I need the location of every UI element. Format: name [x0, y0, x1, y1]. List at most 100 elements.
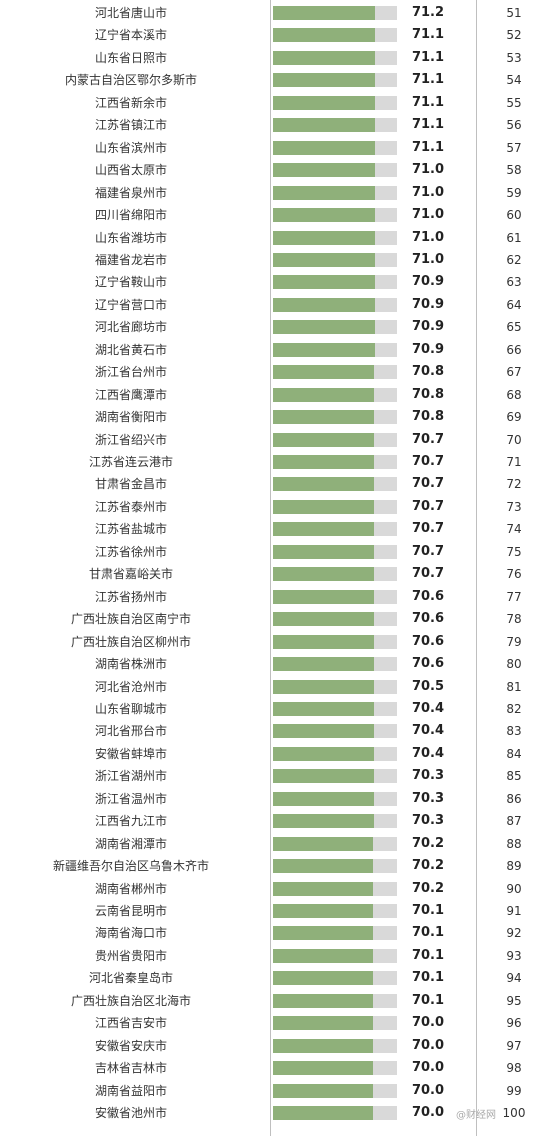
rank-label: 73: [506, 499, 522, 514]
bar-value-label: 70.0: [411, 1105, 445, 1121]
bar-track: [273, 1083, 397, 1098]
bar: [273, 50, 375, 65]
rank-label: 76: [506, 567, 522, 582]
bar-remainder: [373, 948, 397, 963]
bar-track: [273, 948, 397, 963]
bar-track: [273, 926, 397, 941]
rank-label: 65: [506, 320, 522, 335]
city-label: 河北省沧州市: [94, 679, 167, 694]
bar-value-label: 70.6: [411, 633, 445, 649]
bar-track: [273, 140, 397, 155]
bar: [273, 365, 375, 380]
bar: [273, 499, 375, 514]
city-label: 河北省邢台市: [94, 724, 167, 739]
bar: [273, 724, 374, 739]
rank-label: 90: [506, 881, 522, 896]
bar-track: [273, 993, 397, 1008]
bar-value-label: 70.8: [411, 364, 445, 380]
bar-track: [273, 118, 397, 133]
rank-label: 72: [506, 477, 522, 492]
bar-track: [273, 252, 397, 267]
rank-label: 56: [506, 118, 522, 133]
bar-track: [273, 769, 397, 784]
city-label: 云南省昆明市: [94, 904, 167, 918]
bar-value-label: 70.5: [411, 678, 445, 694]
bar-remainder: [374, 185, 397, 200]
city-label: 山东省日照市: [94, 50, 167, 65]
city-label: 浙江省温州市: [94, 791, 167, 806]
bar: [273, 230, 375, 245]
bar: [273, 1016, 373, 1031]
bar-track: [273, 230, 397, 245]
bar: [273, 544, 375, 559]
city-label: 辽宁省鞍山市: [94, 275, 167, 290]
rank-label: 100: [502, 1106, 526, 1121]
bar-value-label: 71.1: [411, 139, 445, 155]
bar-track: [273, 814, 397, 829]
rank-label: 52: [506, 28, 522, 43]
bar-value-label: 70.0: [411, 1015, 445, 1031]
bar: [273, 252, 375, 267]
rank-label: 84: [506, 746, 522, 761]
bar-track: [273, 455, 397, 469]
rank-label: 69: [506, 410, 522, 425]
bar-track: [273, 522, 397, 537]
city-label: 江西省鹰潭市: [94, 387, 167, 402]
bar-value-label: 70.7: [411, 521, 445, 537]
bar-value-label: 71.1: [411, 49, 445, 65]
city-label: 江苏省盐城市: [94, 522, 167, 537]
bar-track: [273, 95, 397, 110]
city-label: 浙江省湖州市: [94, 769, 167, 784]
bar-remainder: [373, 1106, 397, 1121]
bar-value-label: 70.0: [411, 1060, 445, 1076]
city-label: 江苏省扬州市: [94, 589, 167, 604]
city-label: 河北省廊坊市: [94, 320, 167, 335]
rank-label: 55: [506, 95, 522, 110]
bar: [273, 6, 375, 20]
bar-remainder: [373, 926, 397, 941]
rank-label: 74: [506, 522, 522, 537]
rank-label: 92: [506, 926, 522, 941]
bar-track: [273, 342, 397, 357]
bar-remainder: [374, 50, 397, 65]
rank-label: 75: [506, 544, 522, 559]
bar: [273, 185, 375, 200]
bar-remainder: [373, 859, 397, 874]
bar-remainder: [373, 1038, 397, 1053]
city-label: 福建省泉州市: [94, 185, 167, 200]
bar-remainder: [374, 297, 397, 312]
city-label: 山西省太原市: [94, 163, 167, 178]
bar-remainder: [373, 971, 397, 986]
bar-track: [273, 477, 397, 492]
bar-value-label: 70.3: [411, 768, 445, 784]
bar-value-label: 71.1: [411, 72, 445, 88]
rank-label: 77: [506, 589, 522, 604]
bar-track: [273, 432, 397, 447]
bar-value-label: 70.6: [411, 611, 445, 627]
bar-track: [273, 387, 397, 402]
bar-remainder: [374, 252, 397, 267]
city-label: 辽宁省营口市: [94, 297, 167, 312]
bar-value-label: 71.1: [411, 27, 445, 43]
bar-value-label: 70.4: [411, 745, 445, 761]
bar-remainder: [374, 544, 397, 559]
bar: [273, 477, 375, 492]
bar-track: [273, 746, 397, 761]
city-label: 浙江省绍兴市: [94, 432, 167, 447]
bar-remainder: [374, 589, 397, 604]
bar-value-label: 70.1: [411, 925, 445, 941]
city-label: 河北省秦皇岛市: [88, 971, 173, 986]
bar: [273, 1106, 373, 1121]
bar-track: [273, 724, 397, 739]
bar-track: [273, 410, 397, 425]
rank-label: 82: [506, 701, 522, 716]
city-label: 辽宁省本溪市: [94, 28, 167, 43]
bar-remainder: [373, 904, 397, 918]
city-label: 湖南省株洲市: [94, 657, 167, 672]
bar-value-label: 71.1: [411, 117, 445, 133]
city-label: 安徽省安庆市: [94, 1038, 167, 1053]
bar: [273, 589, 374, 604]
city-label: 广西壮族自治区北海市: [70, 993, 191, 1008]
bar: [273, 567, 375, 582]
